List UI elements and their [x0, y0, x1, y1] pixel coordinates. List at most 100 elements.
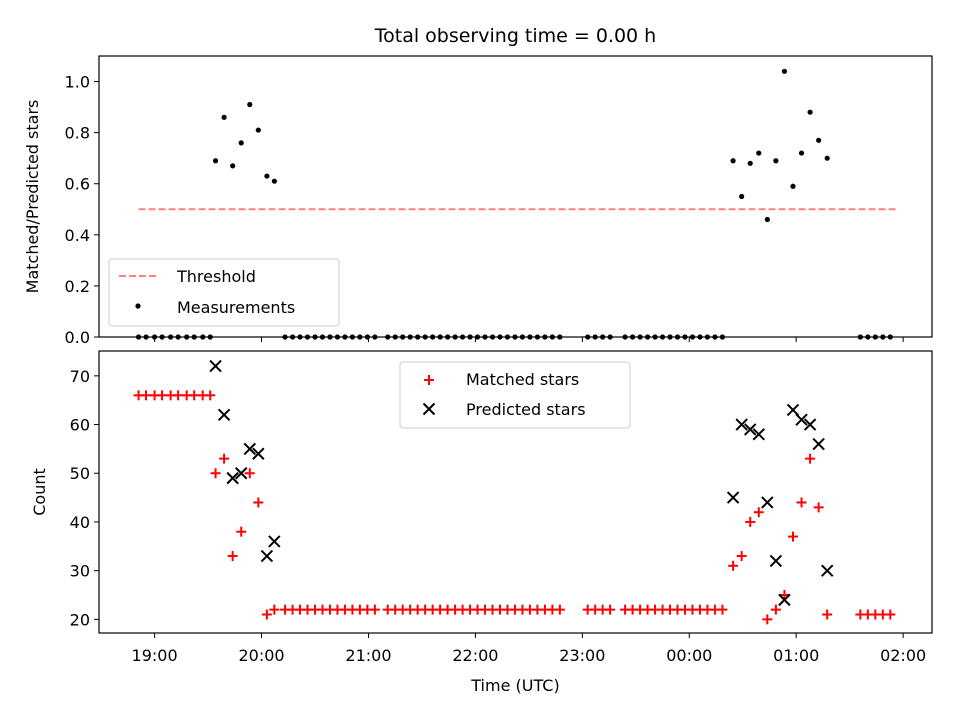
top-y-tick-label: 0.2: [65, 277, 90, 296]
bottom-y-tick-label: 20: [70, 610, 90, 629]
matched-legend-marker: [424, 375, 434, 385]
matched-star-point: [269, 604, 280, 615]
predicted-star-point: [268, 535, 281, 548]
measurement-point: [264, 173, 270, 179]
bottom-x-tick-label: 01:00: [773, 646, 819, 665]
predicted-legend-cross: [422, 402, 436, 416]
measurement-point: [764, 216, 770, 223]
measurement-point: [824, 155, 830, 161]
measurement-point: [798, 150, 805, 156]
matched-star-point: [227, 551, 238, 562]
bottom-y-tick-label: 60: [70, 416, 90, 435]
measurement-point: [247, 101, 253, 108]
measurement-point: [747, 160, 753, 166]
predicted-star-point: [235, 467, 248, 480]
predicted-star-point: [812, 437, 825, 451]
measurement-point: [756, 150, 762, 156]
top-y-axis-label: Matched/Predicted stars: [23, 100, 42, 294]
bottom-axes-frame: [98, 350, 933, 634]
bottom-x-tick-label: 20:00: [238, 646, 284, 665]
matched-stars-series: [133, 390, 896, 625]
bottom-x-tick-label: 22:00: [452, 646, 498, 665]
matched-star-point: [261, 609, 272, 620]
measurement-point: [790, 183, 796, 189]
bottom-y-tick-label: 40: [70, 513, 90, 532]
matched-star-point: [157, 390, 168, 401]
measurement-point: [230, 163, 236, 169]
legend-label-threshold: Threshold: [176, 267, 256, 286]
bottom-x-tick-label: 19:00: [132, 646, 178, 665]
bottom-x-tick-label: 02:00: [880, 646, 926, 665]
top-y-tick-label: 0.8: [65, 124, 90, 143]
top-y-tick-label: 0.6: [65, 175, 90, 194]
top-y-tick-label: 0.0: [65, 328, 90, 347]
predicted-legend-marker: [422, 402, 436, 416]
matched-star-point: [369, 604, 380, 615]
matched-star-point: [244, 468, 255, 479]
top-y-tick-label: 1.0: [65, 73, 90, 92]
top-x-axis-ticks: [154, 337, 904, 342]
predicted-star-point: [209, 359, 222, 373]
predicted-star-point: [769, 554, 783, 568]
predicted-star-point: [217, 408, 231, 422]
top-y-axis-ticks: 0.0 0.2 0.4 0.6 0.8 1.0: [65, 73, 99, 347]
matched-star-point: [210, 468, 221, 479]
matched-star-point: [728, 560, 739, 571]
matched-star-point: [885, 609, 896, 620]
matched-star-point: [779, 590, 790, 601]
bottom-x-tick-label: 21:00: [345, 646, 391, 665]
matched-star-point: [253, 497, 264, 508]
measurement-point: [739, 193, 745, 200]
bottom-legend-box: [399, 361, 631, 429]
predicted-star-point: [726, 491, 740, 504]
matched-star-point: [822, 609, 833, 620]
matched-star-point: [605, 604, 616, 615]
matched-star-point: [805, 453, 816, 464]
bottom-x-axis-label: Time (UTC): [470, 676, 559, 695]
matched-star-point: [736, 551, 747, 562]
predicted-star-point: [752, 428, 765, 441]
predicted-star-point: [795, 413, 808, 426]
measurement-point: [781, 68, 788, 74]
predicted-star-point: [778, 593, 791, 607]
bottom-x-axis-ticks: 19:00 20:00 21:00 22:00 23:00 00:00 01:00 02:00: [132, 633, 926, 665]
bottom-panel: 20 30 40 50 60 70 19:00 20:00 21:00 22:00 23:00 00…: [30, 350, 933, 695]
predicted-star-point: [252, 447, 265, 460]
top-y-tick-label: 0.4: [65, 226, 90, 245]
matched-star-point: [745, 516, 756, 527]
predicted-star-point: [803, 418, 817, 431]
matched-star-point: [762, 614, 773, 625]
bottom-legend: Matched stars Predicted stars: [399, 361, 631, 429]
bottom-y-axis-ticks: 20 30 40 50 60 70: [70, 367, 99, 629]
bottom-y-tick-label: 50: [70, 464, 90, 483]
legend-label-predicted-stars: Predicted stars: [466, 400, 586, 419]
measurement-point: [221, 114, 227, 120]
matched-star-point: [205, 390, 216, 401]
measurement-point: [807, 109, 813, 115]
matched-star-point: [717, 604, 728, 615]
matched-star-point: [554, 604, 565, 615]
predicted-star-point: [260, 549, 274, 563]
top-chart-title: Total observing time = 0.00 h: [374, 25, 656, 47]
matched-star-point: [787, 531, 798, 542]
predicted-star-point: [226, 471, 239, 485]
matched-star-point: [141, 390, 152, 401]
predicted-star-point: [761, 496, 774, 509]
top-panel: 0.0 0.2 0.4 0.6 0.8 1.0 Matched/Predicted sta…: [23, 55, 933, 347]
matched-star-point: [173, 390, 184, 401]
bottom-y-tick-label: 70: [70, 367, 90, 386]
measurement-point: [271, 178, 277, 184]
matched-star-point: [219, 453, 230, 464]
matched-star-point: [796, 497, 807, 508]
predicted-star-point: [820, 564, 834, 577]
predicted-star-point: [735, 418, 748, 431]
bottom-x-tick-label: 23:00: [559, 646, 605, 665]
measurement-point: [238, 140, 244, 146]
measurement-point: [730, 158, 736, 164]
matched-star-point: [813, 502, 824, 513]
measurement-point: [816, 137, 822, 143]
top-legend-box: [108, 258, 340, 327]
top-axes-frame: [98, 55, 933, 338]
